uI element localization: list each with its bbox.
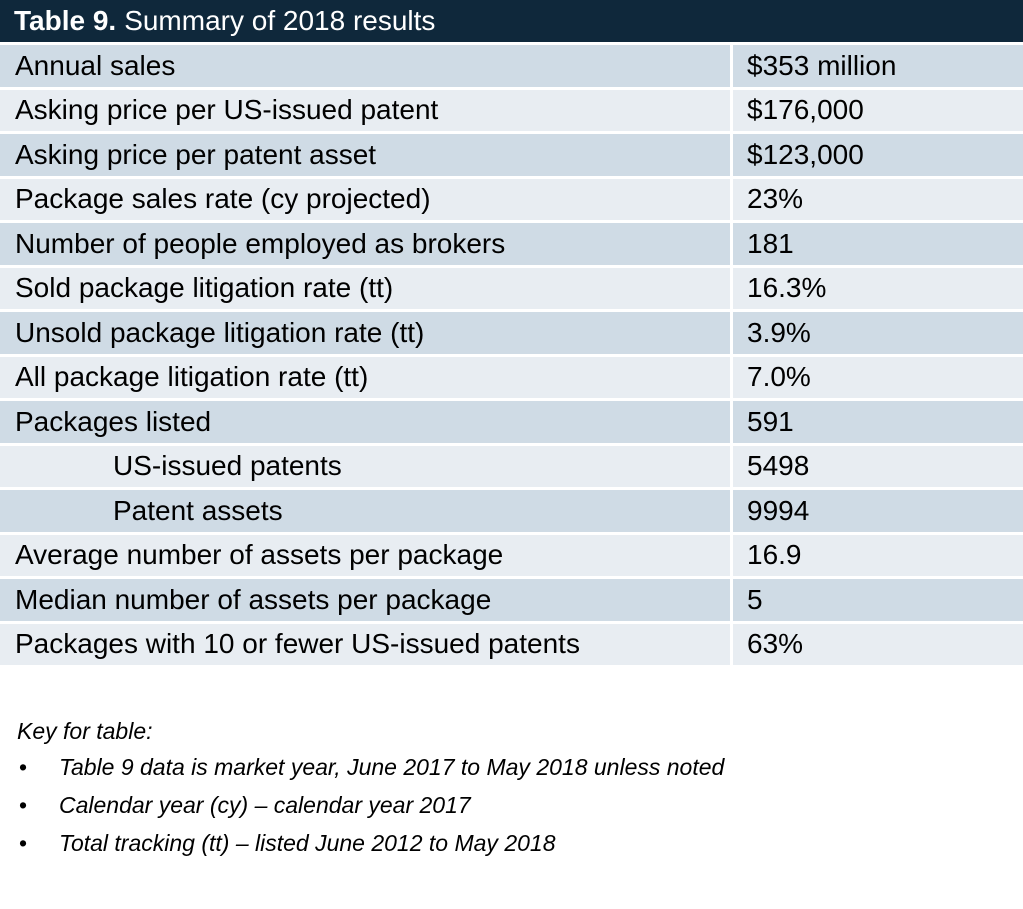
- row-value: $123,000: [730, 134, 1023, 179]
- row-value: 63%: [730, 623, 1023, 668]
- row-value: 23%: [730, 178, 1023, 223]
- row-value: 9994: [730, 490, 1023, 535]
- row-value: 3.9%: [730, 312, 1023, 357]
- row-value: $176,000: [730, 89, 1023, 134]
- table-row: Unsold package litigation rate (tt) 3.9%: [0, 312, 1023, 357]
- key-title: Key for table:: [17, 718, 153, 744]
- table-row: Annual sales $353 million: [0, 45, 1023, 90]
- row-label: Median number of assets per package: [0, 579, 730, 624]
- row-value: 16.9: [730, 534, 1023, 579]
- summary-table: Annual sales $353 million Asking price per…: [0, 45, 1023, 668]
- key: Key for table: Table 9 data is market ye…: [0, 714, 1023, 862]
- row-value: 5: [730, 579, 1023, 624]
- table-row: Patent assets 9994: [0, 490, 1023, 535]
- row-label: Asking price per US-issued patent: [0, 89, 730, 134]
- row-value: 5498: [730, 445, 1023, 490]
- row-label: Number of people employed as brokers: [0, 223, 730, 268]
- table-body: Annual sales $353 million Asking price per…: [0, 45, 1023, 668]
- key-item: Total tracking (tt) – listed June 2012 t…: [17, 824, 1023, 862]
- table-row: Packages with 10 or fewer US-issued pate…: [0, 623, 1023, 668]
- row-label: All package litigation rate (tt): [0, 356, 730, 401]
- table-title: Table 9. Summary of 2018 results: [0, 0, 1023, 42]
- table-row: US-issued patents 5498: [0, 445, 1023, 490]
- row-label: Packages with 10 or fewer US-issued pate…: [0, 623, 730, 668]
- table-row: Average number of assets per package 16.9: [0, 534, 1023, 579]
- row-value: 181: [730, 223, 1023, 268]
- row-label: Asking price per patent asset: [0, 134, 730, 179]
- row-value: 7.0%: [730, 356, 1023, 401]
- row-label: US-issued patents: [0, 445, 730, 490]
- table-label: Table 9.: [14, 5, 117, 36]
- table-row: Number of people employed as brokers 181: [0, 223, 1023, 268]
- row-label: Package sales rate (cy projected): [0, 178, 730, 223]
- row-label: Annual sales: [0, 45, 730, 90]
- table-row: Package sales rate (cy projected) 23%: [0, 178, 1023, 223]
- row-label: Average number of assets per package: [0, 534, 730, 579]
- key-item: Calendar year (cy) – calendar year 2017: [17, 786, 1023, 824]
- table-row: Median number of assets per package 5: [0, 579, 1023, 624]
- row-value: 16.3%: [730, 267, 1023, 312]
- row-label: Unsold package litigation rate (tt): [0, 312, 730, 357]
- table-row: Asking price per patent asset $123,000: [0, 134, 1023, 179]
- key-list: Table 9 data is market year, June 2017 t…: [17, 748, 1023, 862]
- table-row: Sold package litigation rate (tt) 16.3%: [0, 267, 1023, 312]
- key-item: Table 9 data is market year, June 2017 t…: [17, 748, 1023, 786]
- row-value: $353 million: [730, 45, 1023, 90]
- row-value: 591: [730, 401, 1023, 446]
- row-label: Patent assets: [0, 490, 730, 535]
- row-label: Sold package litigation rate (tt): [0, 267, 730, 312]
- title-text: Summary of 2018 results: [124, 5, 436, 36]
- table-row: Packages listed 591: [0, 401, 1023, 446]
- table-row: All package litigation rate (tt) 7.0%: [0, 356, 1023, 401]
- row-label: Packages listed: [0, 401, 730, 446]
- table-row: Asking price per US-issued patent $176,00…: [0, 89, 1023, 134]
